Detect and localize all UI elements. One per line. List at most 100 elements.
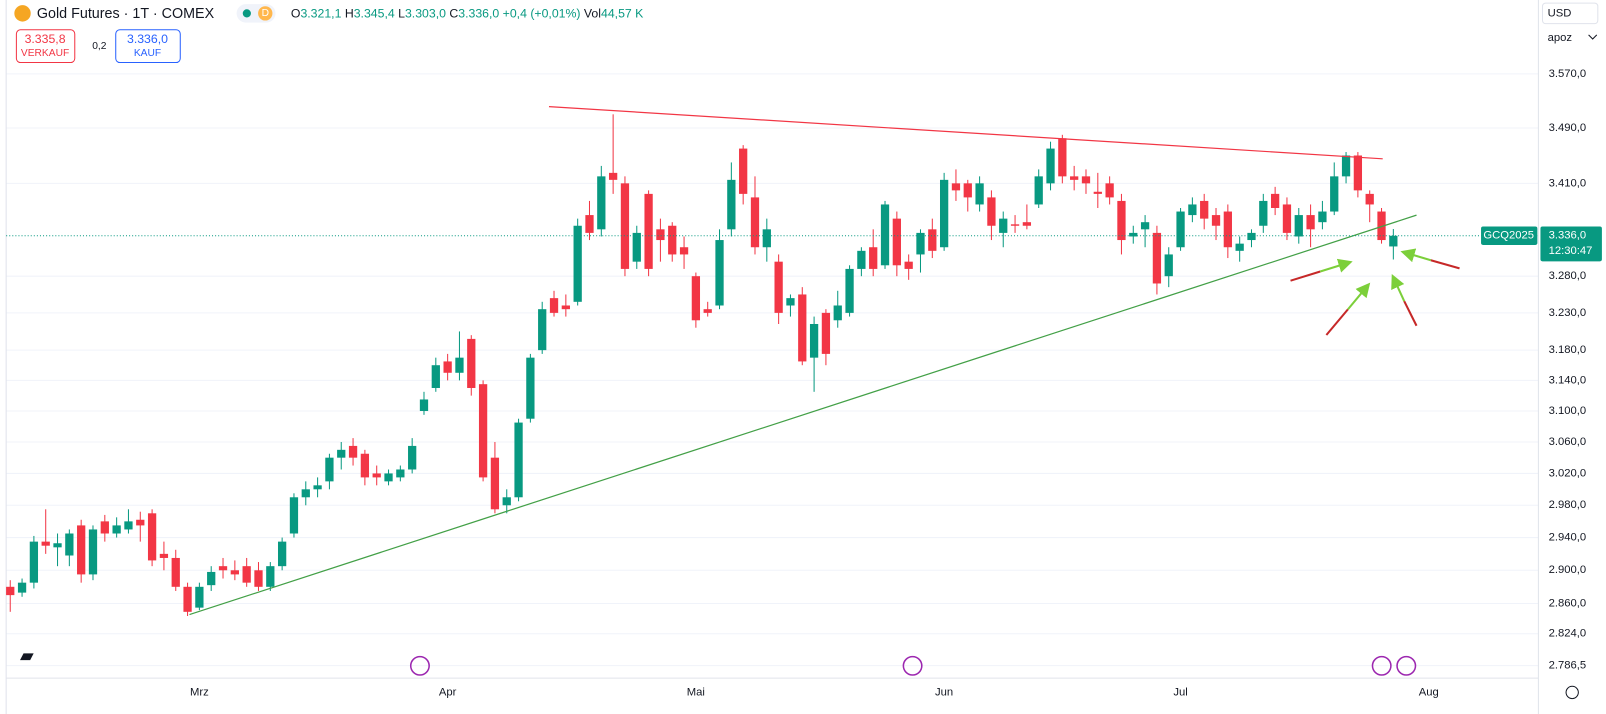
y-tick-label: 3.570,0 xyxy=(1549,68,1587,80)
candle-body xyxy=(1259,200,1268,226)
candle-body xyxy=(869,247,878,269)
candle-body xyxy=(620,183,630,269)
candle-body xyxy=(750,197,760,248)
candle-body xyxy=(1152,232,1162,284)
h-label: H xyxy=(345,7,354,21)
candle-body xyxy=(431,365,440,388)
candle-body xyxy=(1200,200,1209,219)
candle-body xyxy=(963,183,972,198)
candle-body xyxy=(230,570,239,575)
candle-body xyxy=(656,229,665,241)
candle-body xyxy=(419,399,429,411)
candle-body xyxy=(691,276,701,321)
candle-body xyxy=(147,513,157,561)
candle-body xyxy=(833,305,842,321)
buy-button[interactable] xyxy=(115,29,181,64)
candle-body xyxy=(975,183,984,205)
currency: USD xyxy=(1548,7,1572,19)
candle-body xyxy=(1022,222,1032,226)
candle-body xyxy=(809,323,819,358)
candle-body xyxy=(1034,176,1043,205)
candle-body xyxy=(408,445,417,470)
candle-body xyxy=(1247,232,1256,241)
candle-body xyxy=(892,218,901,266)
candle-body xyxy=(478,384,488,478)
candle-body xyxy=(1010,224,1020,226)
candle-body xyxy=(313,485,322,490)
y-tick-label: 2.940,0 xyxy=(1549,532,1587,544)
candle-body xyxy=(608,172,618,180)
badge: D xyxy=(262,8,269,19)
y-tick-label: 3.230,0 xyxy=(1549,307,1587,319)
h-value: 3.345,4 xyxy=(354,7,395,21)
spread: 0,2 xyxy=(92,41,107,52)
candle-body xyxy=(1176,211,1185,248)
candle-body xyxy=(1188,204,1197,216)
candle-body xyxy=(443,361,452,373)
last-price-box xyxy=(1540,226,1602,262)
candle-body xyxy=(490,457,500,510)
candle-body xyxy=(573,225,582,302)
candle-body xyxy=(786,298,795,306)
buy-price: 3.336,0 xyxy=(127,32,168,46)
candle-body xyxy=(88,529,98,575)
candle-body xyxy=(1164,254,1173,277)
event-icons[interactable] xyxy=(409,655,1417,676)
candle-body xyxy=(1294,215,1303,237)
sell-label: VERKAUF xyxy=(21,48,69,59)
candle-body xyxy=(1341,155,1351,177)
change: +0,4 (+0,01%) xyxy=(503,7,581,21)
currency-button[interactable] xyxy=(1541,2,1599,25)
o-label: O xyxy=(291,7,301,21)
sell-button[interactable] xyxy=(15,29,76,64)
candle-body xyxy=(159,553,169,558)
candle-body xyxy=(549,298,559,313)
candle-body xyxy=(880,204,890,266)
resistance-trendline[interactable] xyxy=(548,105,1383,160)
candle-body xyxy=(41,541,50,546)
y-tick-label: 3.020,0 xyxy=(1549,467,1587,479)
y-tick-label: 3.180,0 xyxy=(1549,344,1587,356)
candle-body xyxy=(136,519,145,526)
logo: ▰ xyxy=(19,647,33,665)
candle-body xyxy=(1330,176,1339,212)
candle-body xyxy=(1070,176,1079,180)
candle-body xyxy=(514,422,523,498)
x-tick-label: Jul xyxy=(1173,686,1187,698)
candle-body xyxy=(65,533,74,556)
candle-body xyxy=(218,566,228,571)
last-price: GCQ2025 3.336,0 12:30:47 xyxy=(6,226,1602,262)
candle-body xyxy=(289,497,299,534)
countdown: 12:30:47 xyxy=(1549,245,1593,257)
candle-body xyxy=(585,215,594,233)
y-tick-label: 3.410,0 xyxy=(1549,177,1587,189)
y-tick-label: 2.860,0 xyxy=(1549,597,1587,609)
candle-body xyxy=(112,525,121,534)
candle-body xyxy=(644,193,653,269)
candle-body xyxy=(1211,215,1221,226)
candle-body xyxy=(679,247,689,255)
candle-body xyxy=(396,469,405,478)
volume-label: Vol xyxy=(584,7,601,21)
candle-body xyxy=(1223,211,1232,248)
candle-body xyxy=(77,525,86,575)
support-trendline[interactable] xyxy=(189,214,1417,616)
candle-body xyxy=(1365,193,1374,205)
unit[interactable]: apoz xyxy=(1548,32,1573,44)
settings-icon[interactable] xyxy=(1565,685,1579,700)
y-tick-label: 3.060,0 xyxy=(1549,436,1587,448)
y-tick-label: 3.100,0 xyxy=(1549,405,1587,417)
candle-body xyxy=(325,457,334,482)
y-tick-label: 3.140,0 xyxy=(1549,374,1587,386)
candle-body xyxy=(1105,183,1114,198)
candle-body xyxy=(703,309,712,313)
candle-body xyxy=(1389,235,1398,247)
candle-body xyxy=(597,176,606,230)
candle-body xyxy=(1140,222,1150,230)
candle-body xyxy=(467,338,476,388)
y-tick-label: 2.900,0 xyxy=(1549,564,1587,576)
candle-body xyxy=(1081,176,1091,184)
candle-body xyxy=(951,183,961,191)
candle-body xyxy=(1377,211,1386,241)
candle-body xyxy=(29,541,39,583)
